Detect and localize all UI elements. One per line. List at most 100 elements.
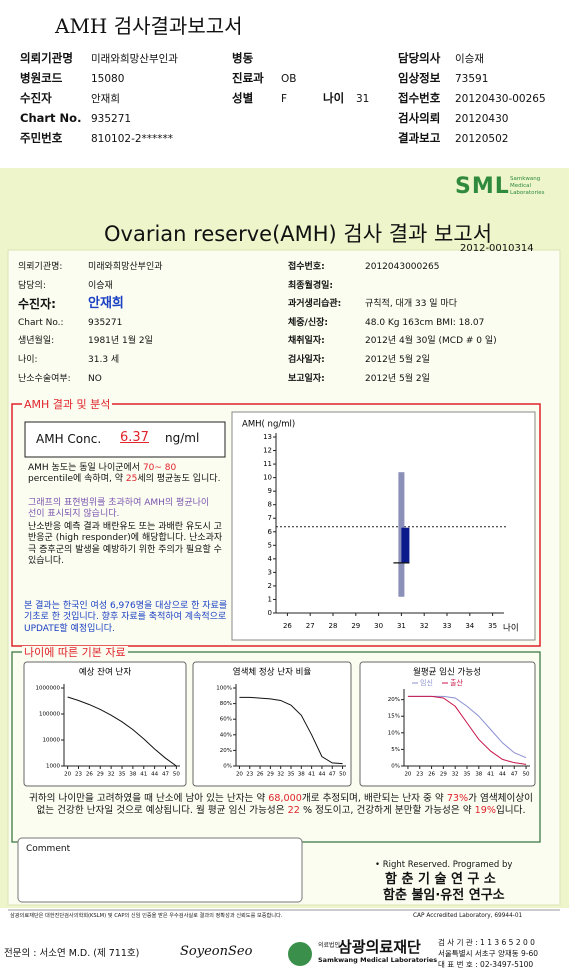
y-tick-label: 100% <box>216 686 232 692</box>
analysis-source: 본 결과는 한국인 여성 6,976명을 대상으로 한 자료를 기초로 한 것입… <box>24 601 228 634</box>
logo-sub: Samkwang <box>510 176 541 182</box>
x-tick-label: 41 <box>140 772 147 778</box>
text: 귀하의 나이만을 고려하였을 때 난소에 남아 있는 난자는 약 <box>29 793 266 804</box>
field-label: 주민번호 <box>20 131 63 145</box>
text: % 정도이고, 건강하게 분만할 가능성은 약 <box>302 805 472 817</box>
text: percentile에 속하며, 약 <box>28 474 123 485</box>
y-tick-label: 10 <box>263 474 272 482</box>
field-value: 이승재 <box>455 53 484 65</box>
patient-label: 수진자: <box>18 297 56 312</box>
field-label: 담당의사 <box>398 51 441 65</box>
y-tick-label: 100000 <box>39 712 60 718</box>
header-title: AMH 검사결과보고서 <box>55 14 243 38</box>
text: 세의 평균농도 입니다. <box>137 474 221 485</box>
y-tick-label: 10% <box>388 730 400 736</box>
field-label: 성별 <box>232 91 254 105</box>
x-tick-label: 23 <box>246 772 253 778</box>
y-tick-label: 6 <box>268 528 273 536</box>
text: 가 염색체이상이 없는 건강한 난자일 것으로 예상됩니다. 월 평균 임신 가… <box>36 793 533 817</box>
x-tick-label: 50 <box>173 772 180 778</box>
footer-org-prefix: 의료법인 <box>318 942 341 949</box>
x-tick-label: 26 <box>257 772 264 778</box>
logo-sub: Medical <box>510 183 532 189</box>
y-tick-label: 4 <box>268 555 273 563</box>
patient-value: 935271 <box>88 317 123 328</box>
chart-title: 염색체 정상 난자 비율 <box>233 667 312 678</box>
amh-section-border <box>11 403 541 647</box>
chart-title: 월평균 임신 가능성 <box>413 667 481 678</box>
field-value: 20120430-00265 <box>455 93 546 105</box>
field-value: 15080 <box>91 73 125 85</box>
analysis-note: 그래프의 표현범위를 초과하여 AMH의 평균나이선이 표시되지 않습니다. <box>28 498 210 520</box>
y-tick-label: 10000 <box>43 738 61 744</box>
y-tick-label: 15% <box>388 714 400 720</box>
x-tick-label: 30 <box>374 622 383 630</box>
legend-entry: 출산 <box>450 678 463 687</box>
patient-label: 난소수술여부: <box>18 373 71 384</box>
y-tick-label: 11 <box>263 460 272 468</box>
patient-label: 보고일자: <box>288 373 325 384</box>
patient-label: 나이: <box>18 355 38 365</box>
logo-sub: Laboratories <box>510 190 545 196</box>
y-tick-label: 20% <box>220 748 232 754</box>
patient-label: 접수번호: <box>288 262 325 272</box>
x-tick-label: 50 <box>339 772 346 778</box>
y-tick-label: 2 <box>268 582 272 590</box>
field-label: 수진자 <box>20 91 52 105</box>
x-tick-label: 35 <box>488 622 497 630</box>
basic-chart-frame <box>359 661 536 787</box>
y-tick-label: 0% <box>391 764 400 770</box>
box <box>401 527 410 563</box>
conc-label: AMH Conc. <box>36 432 102 446</box>
patient-label: 생년월일: <box>18 336 55 347</box>
patient-label: 체중/신장: <box>288 317 329 328</box>
field-value: 20120502 <box>455 133 509 145</box>
x-axis-label: 나이 <box>503 623 519 634</box>
y-tick-label: 80% <box>220 701 232 707</box>
highlight: 68,000 <box>268 793 302 804</box>
field-label: 병원코드 <box>20 71 63 85</box>
patient-value: 2012년 5월 2일 <box>365 355 430 365</box>
x-tick-label: 35 <box>288 772 295 778</box>
x-tick-label: 47 <box>329 772 336 778</box>
field-value: 810102-2****** <box>91 133 174 145</box>
y-tick-label: 0 <box>268 609 272 617</box>
patient-value: 31.3 세 <box>88 355 120 365</box>
x-tick-label: 23 <box>416 772 423 778</box>
patient-value: 규칙적, 대개 33 일 마다 <box>365 299 457 310</box>
series-line <box>239 696 343 765</box>
field-value: 935271 <box>91 113 132 125</box>
series-line <box>407 695 527 765</box>
org-name: 함춘 불임·유전 연구소 <box>383 888 505 903</box>
footer-info: 대 표 번 호 : 02-3497-5100 <box>438 960 534 969</box>
x-tick-label: 31 <box>397 622 406 630</box>
x-tick-label: 35 <box>119 772 126 778</box>
summary: 귀하의 나이만을 고려하였을 때 난소에 남아 있는 난자는 약 68,000개… <box>26 793 536 818</box>
field-value: 20120430 <box>455 113 509 125</box>
patient-label: 과거생리습관: <box>288 299 342 310</box>
patient-value: 2012043000265 <box>365 262 440 272</box>
org-name: 함 춘 기 술 연 구 소 <box>385 872 496 887</box>
field-label: 의뢰기관명 <box>20 51 73 65</box>
field-label: 병동 <box>232 51 254 65</box>
field-label: 검사의뢰 <box>398 111 441 125</box>
field-value: 안재희 <box>91 93 120 105</box>
y-tick-label: 60% <box>220 717 232 723</box>
analysis-text: 난소반응 예측 결과 배란유도 또는 과배란 유도시 고반응군 (high re… <box>28 522 223 566</box>
conc-value: 6.37 <box>120 430 149 445</box>
signature: SoyeonSeo <box>180 944 253 959</box>
patient-value: NO <box>88 373 102 384</box>
x-tick-label: 41 <box>487 772 494 778</box>
y-tick-label: 5 <box>268 541 272 549</box>
patient-label: 의뢰기관명: <box>18 262 63 272</box>
y-tick-label: 1 <box>268 595 272 603</box>
field-label: 임상정보 <box>398 71 441 85</box>
legend-entry: 임신 <box>420 678 433 687</box>
patient-label: 채취일자: <box>288 336 325 347</box>
x-tick-label: 34 <box>465 622 474 630</box>
conc-box <box>24 421 226 458</box>
series-line <box>67 696 177 767</box>
x-tick-label: 26 <box>283 622 292 630</box>
x-tick-label: 44 <box>318 772 325 778</box>
